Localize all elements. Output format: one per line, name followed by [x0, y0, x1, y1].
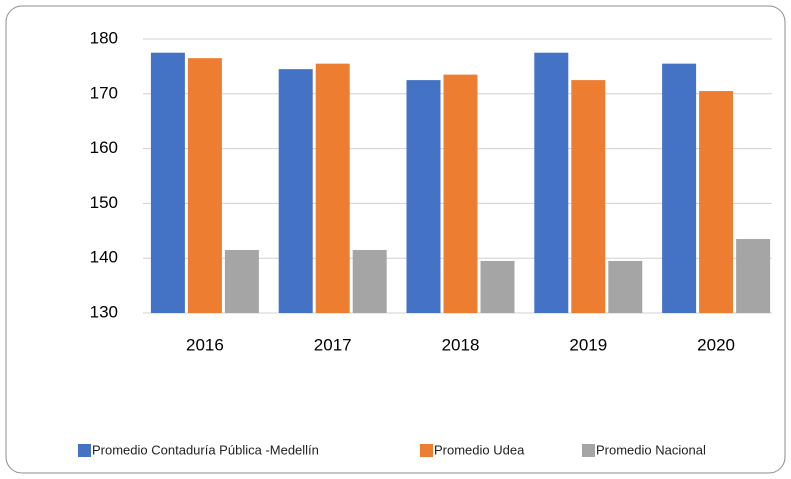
y-tick-label: 140: [90, 248, 118, 267]
bar: [406, 80, 441, 313]
y-tick-label: 170: [90, 83, 118, 102]
bar: [662, 63, 697, 313]
bar: [699, 91, 734, 313]
x-tick-label: 2017: [314, 335, 352, 354]
bar: [150, 52, 185, 313]
bar: [480, 260, 515, 313]
x-tick-label: 2020: [697, 335, 735, 354]
y-tick-label: 130: [90, 302, 118, 321]
bar: [443, 74, 478, 314]
bar: [187, 58, 222, 314]
y-tick-label: 150: [90, 193, 118, 212]
bar: [736, 239, 771, 313]
bar: [534, 52, 569, 313]
bar: [571, 80, 606, 313]
y-tick-label: 160: [90, 138, 118, 157]
bar: [224, 249, 259, 313]
y-tick-label: 180: [90, 28, 118, 47]
legend-swatch: [78, 444, 91, 457]
bar: [278, 69, 313, 313]
bar: [315, 63, 350, 313]
legend-label: Promedio Nacional: [596, 442, 706, 457]
x-tick-label: 2019: [569, 335, 607, 354]
legend-label: Promedio Udea: [434, 442, 525, 457]
x-tick-label: 2018: [442, 335, 480, 354]
legend-swatch: [582, 444, 595, 457]
x-tick-label: 2016: [186, 335, 224, 354]
bar: [352, 249, 387, 313]
legend-label: Promedio Contaduría Pública -Medellín: [92, 442, 319, 457]
legend-swatch: [420, 444, 433, 457]
bar: [608, 260, 643, 313]
